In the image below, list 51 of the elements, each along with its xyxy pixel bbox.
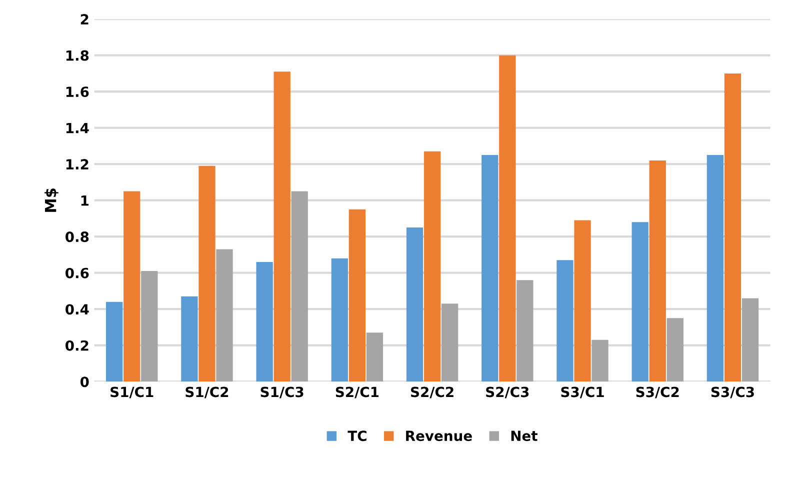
bar <box>516 280 534 382</box>
legend-label: Net <box>511 430 538 442</box>
bar <box>181 296 198 382</box>
x-tick-label: S2/C3 <box>486 386 529 398</box>
y-tick-label: 1.4 <box>66 122 89 134</box>
y-tick-label: 0.2 <box>66 340 88 351</box>
bar <box>291 191 308 382</box>
y-tick-label: 0.4 <box>66 304 89 315</box>
bar <box>141 271 158 382</box>
y-tick-label: 0.6 <box>66 268 89 278</box>
y-tick-label: 2 <box>80 14 88 24</box>
bar <box>106 302 123 382</box>
y-tick-label: 1.6 <box>66 86 89 98</box>
y-tick-label: 1.2 <box>66 159 88 170</box>
x-tick-label: S1/C3 <box>260 386 304 398</box>
legend-label: Revenue <box>406 430 472 442</box>
bar <box>556 260 574 382</box>
bar <box>424 151 441 382</box>
bar <box>482 155 498 382</box>
y-tick-label: 0 <box>80 376 89 388</box>
bar <box>366 332 384 382</box>
x-tick-label: S3/C3 <box>711 386 754 398</box>
bar <box>742 298 759 382</box>
bar <box>724 73 742 382</box>
bar <box>198 166 216 382</box>
bar <box>666 318 684 382</box>
legend-label: TC <box>348 430 366 442</box>
x-tick-label: S1/C2 <box>186 386 228 398</box>
bar <box>649 160 666 382</box>
y-tick-label: 1.8 <box>66 50 89 61</box>
y-axis-title: M$ <box>44 188 58 212</box>
x-tick-label: S2/C1 <box>336 386 379 398</box>
bar <box>592 340 608 382</box>
bar <box>274 72 290 382</box>
bar <box>574 220 591 382</box>
bar <box>632 222 648 382</box>
bar <box>216 249 233 382</box>
bar <box>499 55 516 382</box>
x-tick-label: S3/C2 <box>636 386 679 398</box>
x-tick-label: S3/C1 <box>561 386 604 398</box>
bar <box>256 262 273 382</box>
x-tick-label: S1/C1 <box>110 386 154 398</box>
bar <box>124 191 140 382</box>
bar <box>331 258 348 382</box>
y-tick-label: 1 <box>81 195 89 206</box>
bar <box>406 228 424 382</box>
bar <box>706 155 724 382</box>
y-tick-label: 0.8 <box>66 232 89 242</box>
bar <box>348 209 366 382</box>
bar <box>442 304 458 382</box>
x-tick-label: S2/C2 <box>411 386 454 398</box>
